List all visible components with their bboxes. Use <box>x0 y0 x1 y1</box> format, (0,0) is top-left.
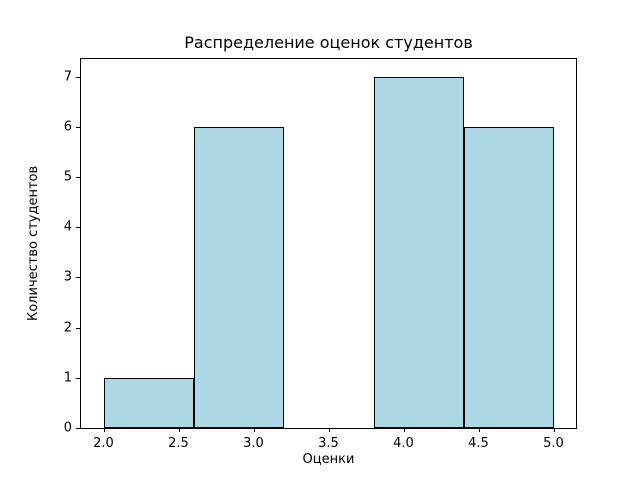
x-tick-mark <box>553 428 555 432</box>
x-tick-label: 5.0 <box>543 436 564 451</box>
x-tick-mark <box>103 428 105 432</box>
y-tick-mark <box>76 126 80 128</box>
x-tick-mark <box>178 428 180 432</box>
x-tick-label: 2.5 <box>168 436 189 451</box>
chart-title: Распределение оценок студентов <box>184 33 473 52</box>
histogram-bar <box>373 76 464 428</box>
x-axis-label: Оценки <box>302 452 355 467</box>
x-tick-mark <box>328 428 330 432</box>
plot-area: 2.0 2.5 3.0 3.5 4.0 4.5 5.0 0 1 2 3 4 5 6 7 <box>64 58 577 451</box>
y-tick-label: 7 <box>63 69 72 85</box>
y-tick-label: 0 <box>63 420 72 436</box>
y-tick-mark <box>76 227 80 229</box>
x-tick-label: 4.5 <box>468 436 489 451</box>
x-tick-label: 4.0 <box>393 436 414 451</box>
y-tick-mark <box>76 377 80 379</box>
y-tick-mark <box>76 428 80 429</box>
x-tick-mark <box>253 428 255 432</box>
y-tick-mark <box>76 76 80 78</box>
histogram-bar <box>193 126 284 428</box>
y-axis-label: Количество студентов <box>26 165 41 322</box>
y-tick-label: 1 <box>63 370 72 386</box>
y-tick-mark <box>76 176 80 178</box>
y-tick-label: 6 <box>63 119 72 135</box>
x-tick-mark <box>478 428 480 432</box>
x-tick-label: 3.0 <box>243 436 264 451</box>
y-tick-mark <box>76 277 80 279</box>
x-tick-label: 3.5 <box>318 436 339 451</box>
y-tick-label: 5 <box>63 169 72 185</box>
y-tick-label: 3 <box>63 269 72 285</box>
y-tick-label: 2 <box>63 320 72 336</box>
y-tick-mark <box>76 327 80 329</box>
histogram-bar <box>103 377 194 428</box>
histogram-bar <box>463 126 554 428</box>
y-tick-label: 4 <box>63 219 72 235</box>
x-tick-mark <box>403 428 405 432</box>
x-tick-label: 2.0 <box>93 436 114 451</box>
